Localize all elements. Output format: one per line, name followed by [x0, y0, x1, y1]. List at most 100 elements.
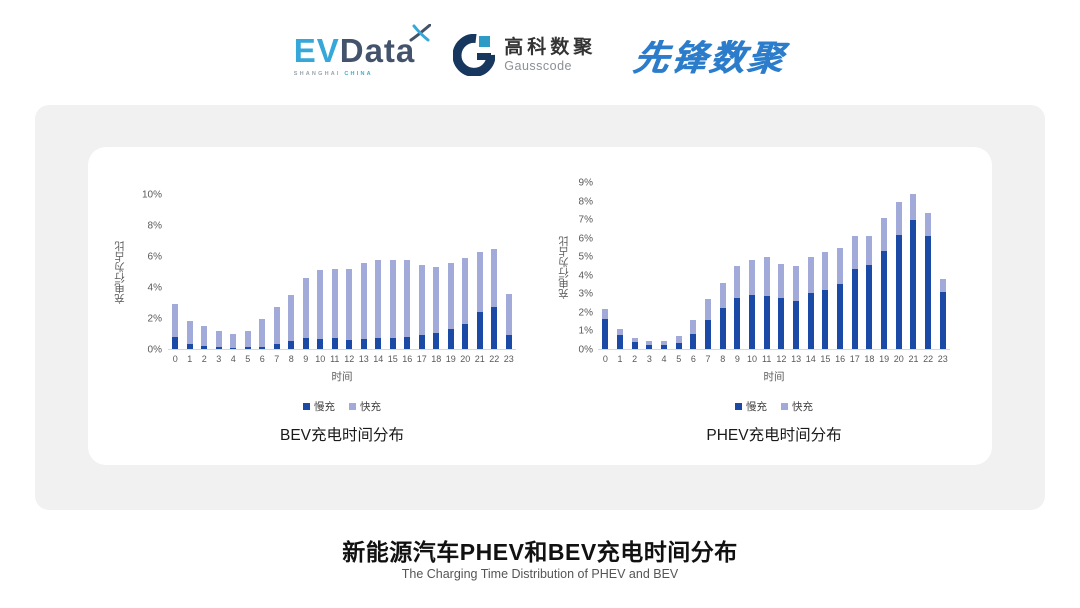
bar-hour-20: [458, 195, 473, 349]
slow-charge-segment: [778, 298, 785, 349]
legend-swatch: [781, 403, 788, 410]
y-tick-label: 9%: [578, 177, 593, 189]
bev-x-axis-ticks: 0 1 2 3 4 5 6 7 8 9 10 11 12 13 14 15 16 17 18 19 20 21 22 23: [168, 354, 516, 364]
x-tick-label: 3: [646, 354, 652, 364]
x-tick-label: 2: [201, 354, 207, 364]
stacked-bar: [602, 183, 609, 349]
logo-bar: EVData SHANGHAI CHINA 高科数聚 Gausscode: [0, 22, 1080, 88]
x-tick-label: 5: [245, 354, 251, 364]
slow-charge-segment: [186, 344, 193, 349]
x-tick-label: 21: [908, 354, 919, 364]
x-tick-label: 7: [705, 354, 711, 364]
fast-charge-segment: [273, 306, 280, 344]
bar-hour-4: [226, 195, 241, 349]
fast-charge-segment: [675, 336, 682, 344]
stacked-bar: [462, 195, 469, 349]
fast-charge-segment: [389, 259, 396, 339]
fast-charge-segment: [763, 256, 770, 296]
bar-hour-1: [613, 183, 628, 349]
bar-hour-3: [212, 195, 227, 349]
phev-chart-title: PHEV充电时间分布: [706, 427, 842, 444]
legend-item-fast-charge: 快充: [781, 399, 813, 414]
y-tick-label: 6%: [147, 251, 162, 263]
stacked-bar: [807, 183, 814, 349]
legend-swatch: [303, 403, 310, 410]
fast-charge-segment: [631, 337, 638, 342]
bar-hour-10: [745, 183, 760, 349]
x-tick-label: 22: [923, 354, 934, 364]
slow-charge-segment: [895, 234, 902, 349]
x-tick-label: 14: [805, 354, 816, 364]
x-tick-label: 12: [344, 354, 355, 364]
phev-x-axis-title: 时间: [763, 371, 785, 383]
y-tick-label: 2%: [147, 313, 162, 325]
x-tick-label: 4: [230, 354, 236, 364]
x-tick-label: 14: [373, 354, 384, 364]
stacked-bar: [404, 195, 411, 349]
stacked-bar: [910, 183, 917, 349]
stacked-bar: [288, 195, 295, 349]
fast-charge-segment: [939, 278, 946, 292]
fast-charge-segment: [910, 194, 917, 220]
main-subtitle: The Charging Time Distribution of PHEV a…: [401, 567, 679, 581]
chart-card: 充电行为占比 0% 2% 4% 6% 8% 10% 0 1 2 3 4 5 6 7 8 9 10 11 12 13 1…: [88, 147, 992, 465]
slow-charge-segment: [433, 332, 440, 349]
evdata-data-text: Data: [339, 31, 416, 69]
x-tick-label: 0: [172, 354, 178, 364]
stacked-bar: [763, 183, 770, 349]
fast-charge-segment: [201, 326, 208, 347]
y-tick-label: 4%: [578, 270, 593, 282]
bev-chart-title: BEV充电时间分布: [279, 427, 404, 444]
fast-charge-segment: [719, 282, 726, 308]
fast-charge-segment: [259, 318, 266, 347]
x-tick-label: 12: [776, 354, 787, 364]
fast-charge-segment: [807, 256, 814, 293]
slow-charge-segment: [331, 338, 338, 349]
bar-hour-16: [400, 195, 415, 349]
x-tick-label: 8: [288, 354, 294, 364]
fast-charge-segment: [360, 262, 367, 339]
x-tick-label: 15: [387, 354, 398, 364]
y-tick-label: 5%: [578, 251, 593, 263]
fast-charge-segment: [317, 270, 324, 339]
phev-y-axis-ticks: 0% 1% 2% 3% 4% 5% 6% 7% 8% 9%: [549, 178, 593, 356]
phev-x-axis-ticks: 0 1 2 3 4 5 6 7 8 9 10 11 12 13 14 15 16 17 18 19 20 21 22 23: [598, 354, 950, 364]
legend-item-slow-charge: 慢充: [303, 399, 335, 414]
y-tick-label: 7%: [578, 214, 593, 226]
x-tick-label: 11: [762, 354, 772, 364]
fast-charge-segment: [778, 264, 785, 299]
x-tick-label: 13: [791, 354, 802, 364]
stacked-bar: [866, 183, 873, 349]
stacked-bar: [617, 183, 623, 349]
stacked-bar: [418, 195, 425, 349]
x-tick-label: 8: [720, 354, 726, 364]
slow-charge-segment: [822, 289, 829, 349]
stacked-bar: [331, 195, 338, 349]
slow-charge-segment: [389, 338, 396, 349]
stacked-bar: [734, 183, 741, 349]
stacked-bar: [939, 183, 946, 349]
fast-charge-segment: [734, 266, 741, 299]
x-tick-label: 17: [849, 354, 860, 364]
xianfeng-shuju-logo: 先锋数聚: [631, 38, 789, 78]
x-tick-label: 9: [303, 354, 309, 364]
stacked-bar: [505, 195, 512, 349]
fast-charge-segment: [331, 268, 338, 339]
fast-charge-segment: [661, 340, 668, 346]
bar-hour-10: [313, 195, 328, 349]
bar-hour-2: [197, 195, 212, 349]
x-tick-label: 18: [431, 354, 442, 364]
fast-charge-segment: [215, 331, 222, 348]
bar-hour-20: [891, 183, 906, 349]
gausscode-g-icon: [453, 34, 496, 76]
stacked-bar: [837, 183, 844, 349]
bar-hour-16: [833, 183, 848, 349]
legend-item-slow-charge: 慢充: [735, 399, 767, 414]
stacked-bar: [360, 195, 367, 349]
legend-label: 快充: [360, 401, 381, 413]
bar-hour-13: [789, 183, 804, 349]
stacked-bar: [230, 195, 237, 349]
slow-charge-segment: [317, 339, 324, 349]
fast-charge-segment: [925, 213, 932, 236]
x-tick-label: 22: [489, 354, 500, 364]
